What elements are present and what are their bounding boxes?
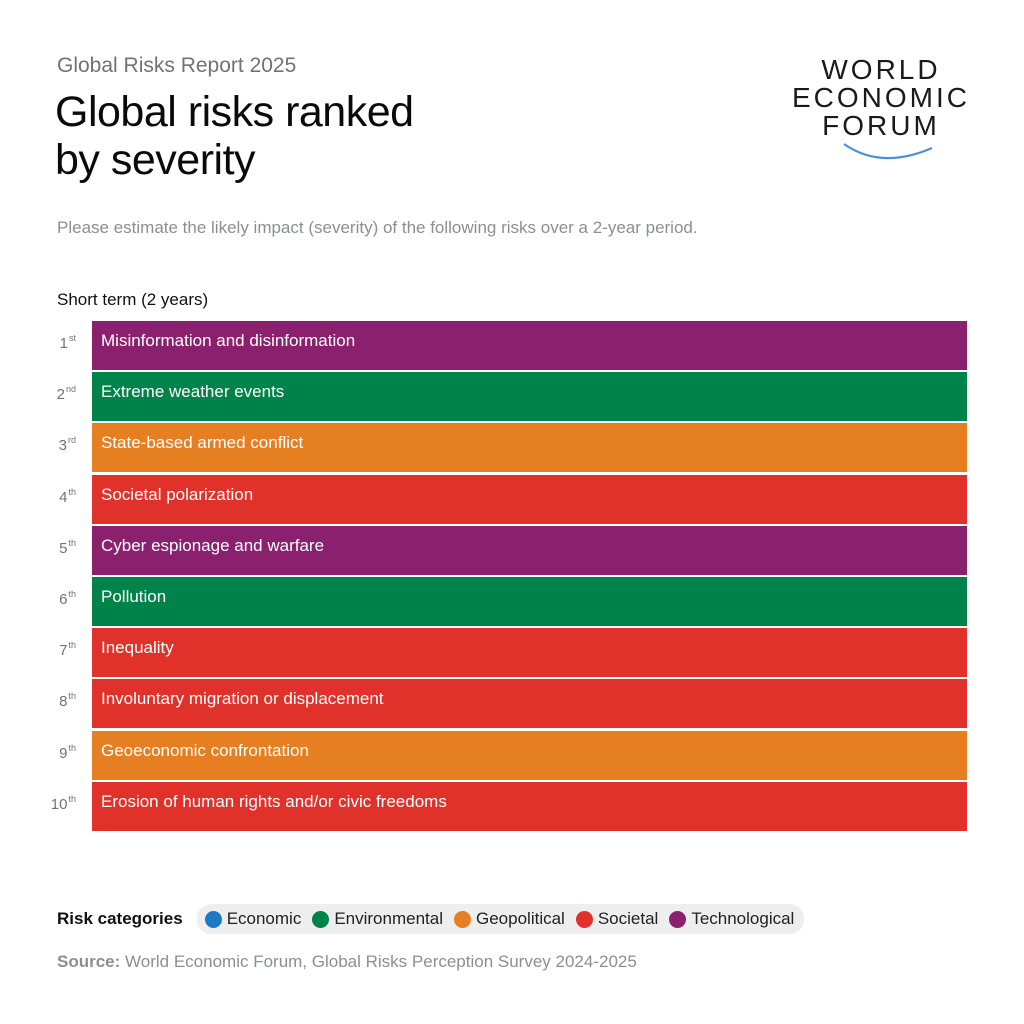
legend-item: Societal — [575, 909, 659, 929]
risk-label: Cyber espionage and warfare — [101, 535, 325, 555]
risk-label: Involuntary migration or displacement — [101, 689, 384, 709]
rank-label: 10th — [51, 794, 76, 813]
risk-label: Extreme weather events — [101, 382, 285, 402]
risk-label: Pollution — [101, 587, 167, 606]
legend-label: Economic — [226, 909, 302, 928]
legend-items: Economic Environmental Geopolitical Societa… — [196, 904, 805, 934]
risk-label: State-based armed conflict — [101, 433, 304, 453]
risk-row: 2nd Extreme weather events — [0, 372, 1024, 422]
legend-dot-icon — [454, 910, 471, 928]
rank-label: 1st — [60, 333, 76, 352]
rank-number: 6 — [59, 591, 68, 608]
risk-label: Geoeconomic confrontation — [101, 740, 309, 760]
report-label: Global Risks Report 2025 — [57, 54, 297, 77]
rank-label: 9th — [59, 743, 76, 762]
risk-row: 9th Geoeconomic confrontation — [0, 730, 1024, 780]
risk-row: 5th Cyber espionage and warfare — [0, 525, 1024, 575]
risk-row: 3rd State-based armed conflict — [0, 423, 1024, 473]
risk-bar: State-based armed conflict — [92, 423, 967, 473]
rank-label: 5th — [59, 538, 76, 557]
legend-item: Geopolitical — [454, 909, 565, 929]
logo-line-2: ECONOMIC — [792, 82, 970, 113]
risk-label: Erosion of human rights and/or civic fre… — [101, 791, 447, 811]
source-label: Source: — [57, 952, 121, 971]
rank-number: 5 — [59, 539, 68, 557]
legend: Risk categories Economic Environmental Geo… — [57, 904, 805, 934]
rank-label: 8th — [59, 691, 76, 710]
risk-row: 1st Misinformation and disinformation — [0, 321, 1024, 370]
rank-suffix: st — [68, 333, 76, 343]
legend-dot-icon — [312, 910, 330, 928]
rank-suffix: th — [68, 742, 76, 753]
rank-number: 2 — [56, 386, 65, 404]
rank-label: 4th — [59, 487, 76, 506]
risk-bar: Misinformation and disinformation — [92, 321, 967, 370]
risk-bar: Geoeconomic confrontation — [92, 730, 967, 780]
legend-label: Environmental — [334, 909, 443, 928]
risk-bar: Inequality — [92, 628, 967, 678]
legend-item: Environmental — [312, 909, 443, 929]
risk-row: 7th Inequality — [0, 628, 1024, 678]
legend-label: Technological — [691, 909, 795, 928]
page-title: Global risks ranked by severity — [55, 88, 414, 184]
rank-number: 1 — [59, 335, 68, 352]
legend-dot-icon — [575, 910, 593, 928]
risk-bar: Erosion of human rights and/or civic fre… — [92, 781, 967, 831]
risk-row: 4th Societal polarization — [0, 474, 1024, 524]
rank-number: 10 — [50, 795, 68, 813]
logo-line-3: FORUM — [822, 110, 940, 141]
risk-label: Societal polarization — [101, 484, 254, 504]
logo-line-1: WORLD — [821, 54, 941, 85]
page-title-line-2: by severity — [55, 136, 256, 184]
risk-bar: Involuntary migration or displacement — [92, 679, 967, 729]
rank-suffix: th — [68, 486, 76, 497]
legend-dot-icon — [204, 910, 222, 928]
risk-label: Misinformation and disinformation — [101, 331, 356, 350]
rank-number: 4 — [59, 488, 68, 506]
rank-suffix: th — [68, 537, 76, 548]
page-title-line-1: Global risks ranked — [55, 88, 414, 136]
rank-number: 7 — [59, 642, 68, 660]
legend-title: Risk categories — [57, 909, 183, 928]
risk-bar: Societal polarization — [92, 474, 967, 524]
risk-row: 8th Involuntary migration or displacement — [0, 679, 1024, 729]
rank-suffix: th — [68, 589, 76, 599]
rank-suffix: rd — [67, 435, 76, 446]
legend-label: Societal — [597, 909, 659, 928]
rank-number: 3 — [58, 437, 67, 455]
legend-label: Geopolitical — [476, 909, 565, 928]
risk-bar: Extreme weather events — [92, 372, 967, 422]
legend-item: Economic — [204, 909, 302, 929]
chart-heading: Short term (2 years) — [57, 290, 209, 309]
rank-suffix: nd — [65, 384, 76, 395]
legend-item: Technological — [669, 909, 794, 929]
survey-question: Please estimate the likely impact (sever… — [57, 218, 698, 237]
risk-bar: Cyber espionage and warfare — [92, 525, 967, 575]
legend-dot-icon — [669, 910, 687, 928]
rank-label: 3rd — [59, 435, 76, 454]
logo-arc-icon — [843, 143, 933, 160]
source-note: Source: World Economic Forum, Global Ris… — [57, 952, 637, 972]
rank-suffix: th — [68, 640, 76, 651]
rank-label: 2nd — [57, 384, 76, 403]
risk-row: 6th Pollution — [0, 577, 1024, 626]
risk-bar: Pollution — [92, 577, 967, 626]
source-text: World Economic Forum, Global Risks Perce… — [120, 952, 637, 971]
wef-logo: WORLD ECONOMIC FORUM — [786, 52, 976, 162]
rank-number: 9 — [59, 744, 68, 762]
rank-number: 8 — [59, 693, 68, 711]
rank-suffix: th — [68, 691, 76, 702]
rank-label: 6th — [59, 589, 76, 608]
rank-label: 7th — [59, 640, 76, 659]
risk-row: 10th Erosion of human rights and/or civic… — [0, 781, 1024, 831]
risk-label: Inequality — [101, 638, 174, 658]
rank-suffix: th — [68, 793, 76, 804]
